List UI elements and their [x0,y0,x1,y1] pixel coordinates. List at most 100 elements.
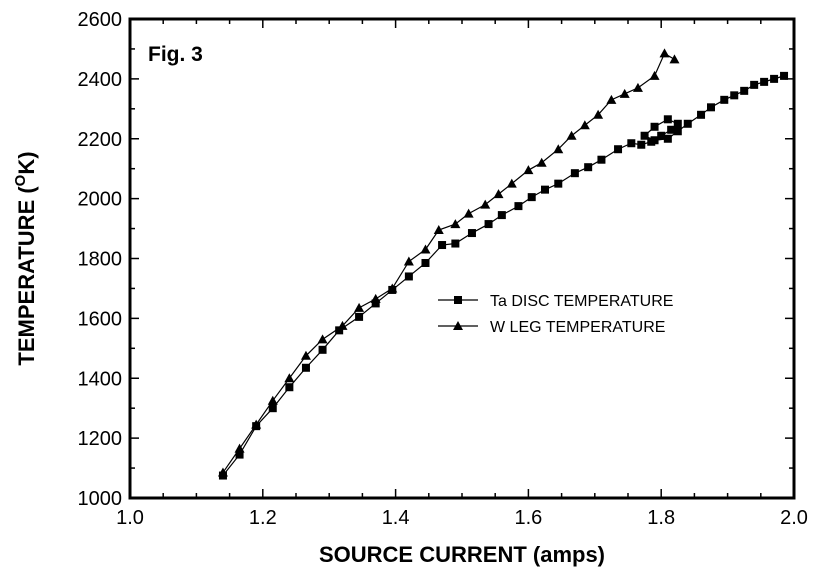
triangle-marker [669,54,680,64]
square-marker [584,163,593,172]
figure-label: Fig. 3 [148,43,203,66]
y-axis-ticks: 1000 1200 1400 1600 1800 2000 2200 2400 2600 [78,9,794,510]
triangle-marker [450,219,461,229]
square-marker [438,241,447,250]
triangle-marker [536,157,547,167]
triangle-marker [317,334,328,344]
triangle-marker [433,225,444,235]
legend-item: Ta DISC TEMPERATURE [438,293,673,310]
square-marker [673,119,682,128]
square-marker [683,119,692,128]
square-marker [421,258,430,267]
square-marker [697,110,706,119]
square-marker [235,450,244,459]
y-tick-label: 2600 [78,9,123,31]
square-marker [484,220,493,229]
y-tick-label: 1200 [78,428,123,450]
triangle-marker [251,419,262,429]
triangle-marker [506,178,517,188]
square-marker [730,91,739,100]
y-axis-title: TEMPERATURE (OK) [12,151,39,365]
triangle-marker [284,373,295,383]
y-axis-title-prefix: TEMPERATURE ( [14,186,39,366]
x-axis-ticks: 1.0 1.2 1.4 1.6 1.8 2.0 [116,19,808,529]
square-marker [760,77,769,86]
legend-item: W LEG TEMPERATURE [438,319,665,336]
triangle-marker [217,467,228,477]
triangle-marker [523,165,534,175]
x-tick-label: 1.6 [514,507,542,529]
square-marker [335,326,344,335]
square-marker [663,115,672,124]
square-marker [301,363,310,372]
square-marker [657,131,666,140]
triangle-marker [267,395,278,405]
series-line [222,52,675,473]
square-marker [750,80,759,89]
triangle-marker [463,208,474,218]
y-tick-label: 2400 [78,69,123,91]
triangle-marker [354,302,365,312]
square-marker [268,404,277,413]
square-marker [614,145,623,154]
triangle-marker [387,283,398,293]
triangle-marker [649,70,660,80]
y-axis-title-suffix: K) [14,151,39,174]
square-marker [720,95,729,104]
square-marker [673,127,682,136]
square-marker [285,383,294,392]
square-marker [640,131,649,140]
legend-label: W LEG TEMPERATURE [490,319,665,336]
triangle-marker [659,48,670,58]
triangle-marker [606,94,617,104]
triangle-marker [420,244,431,254]
square-marker [740,86,749,95]
square-marker [770,74,779,83]
triangle-marker [493,189,504,199]
square-marker [497,211,506,220]
y-tick-label: 1400 [78,368,123,390]
square-marker [707,103,715,112]
legend-label: Ta DISC TEMPERATURE [490,293,673,310]
square-marker [371,299,380,308]
square-marker [514,202,523,211]
triangle-marker [480,199,491,209]
y-tick-label: 2200 [78,129,123,151]
y-tick-label: 1000 [78,488,123,510]
y-axis-title-superscript: O [12,174,29,186]
x-tick-label: 2.0 [780,507,808,529]
series-1 [218,71,789,480]
triangle-marker [403,256,414,266]
x-axis-title: SOURCE CURRENT (amps) [319,542,605,567]
y-tick-label: 1800 [78,249,123,271]
triangle-marker [300,350,311,360]
x-tick-label: 1.0 [116,507,144,529]
square-marker [663,134,672,143]
square-marker [637,140,646,149]
legend-marker [453,321,463,330]
y-tick-label: 2000 [78,189,123,211]
square-marker [667,125,676,134]
square-marker [650,136,659,145]
triangle-marker [234,443,245,453]
square-marker [597,155,606,164]
y-tick-label: 1600 [78,308,123,330]
legend-marker [454,296,462,304]
square-marker [318,345,327,354]
square-marker [541,185,549,194]
triangle-marker [566,130,577,140]
square-marker [355,312,364,321]
triangle-marker [619,88,630,98]
triangle-marker [553,144,564,154]
series-line [222,75,785,476]
square-marker [650,122,659,131]
square-marker [627,139,636,148]
plot-frame [128,17,796,500]
square-marker [527,193,536,202]
square-marker [570,169,579,178]
series-2 [217,48,680,477]
triangle-marker [593,109,604,119]
triangle-marker [632,82,643,92]
triangle-marker [579,120,590,130]
